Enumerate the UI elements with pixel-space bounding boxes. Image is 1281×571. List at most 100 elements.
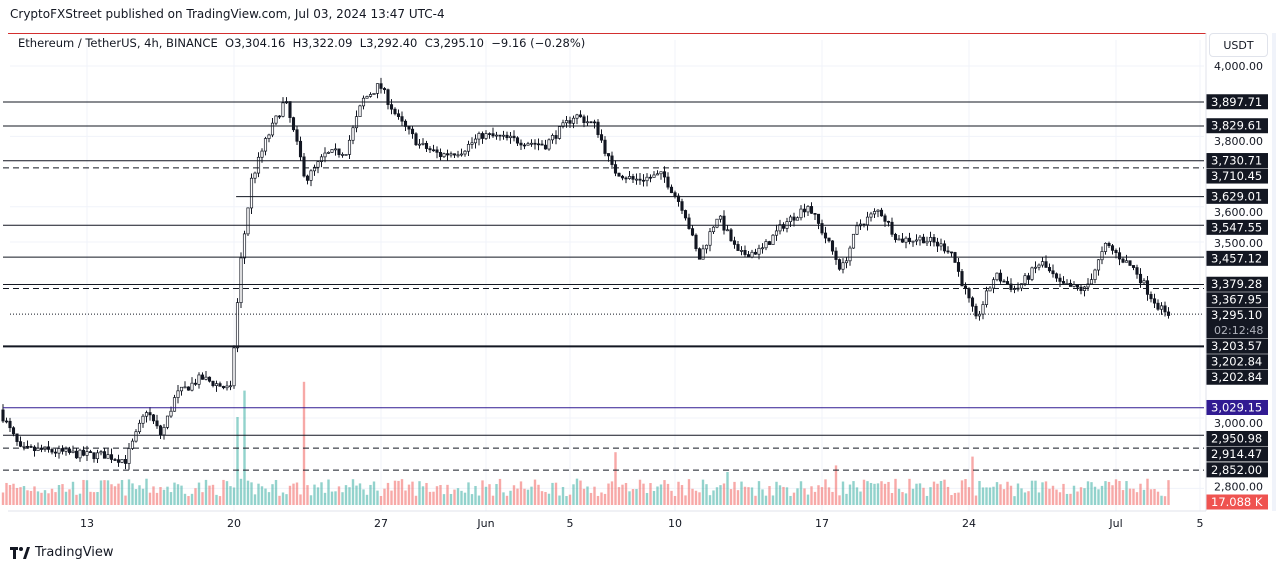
label-bg bbox=[1206, 338, 1268, 354]
candle-up bbox=[267, 134, 271, 139]
candle-up bbox=[473, 138, 478, 144]
candle-up bbox=[1037, 264, 1041, 268]
volume-bar bbox=[393, 480, 397, 505]
candle-down bbox=[886, 220, 891, 223]
level-price-label: 2,852.00 bbox=[1206, 462, 1268, 478]
candle-down bbox=[1128, 260, 1132, 266]
label-bg bbox=[1206, 118, 1268, 134]
volume-bar bbox=[936, 483, 939, 505]
candle-down bbox=[998, 272, 1003, 282]
candle-up bbox=[848, 247, 852, 262]
candle-up bbox=[925, 240, 929, 244]
volume-bar bbox=[876, 483, 880, 505]
candle-down bbox=[218, 383, 222, 387]
volume-bar bbox=[71, 481, 75, 505]
volume-bar bbox=[967, 487, 971, 505]
candle-up bbox=[718, 215, 723, 220]
candle-up bbox=[659, 171, 663, 175]
volume-bar bbox=[222, 479, 225, 505]
label-bg bbox=[1206, 292, 1268, 308]
candle-down bbox=[445, 153, 450, 156]
candle-down bbox=[298, 140, 303, 158]
candle-down bbox=[823, 232, 828, 239]
x-tick-label: 10 bbox=[668, 517, 682, 530]
candle-up bbox=[1030, 267, 1034, 280]
candle-up bbox=[323, 152, 327, 158]
volume-bar bbox=[873, 483, 876, 505]
volume-bar bbox=[232, 487, 236, 505]
candle-down bbox=[60, 448, 65, 452]
price-scale-scrollbar[interactable] bbox=[1272, 33, 1276, 511]
volume-bar bbox=[351, 479, 355, 505]
candle-up bbox=[904, 237, 908, 243]
tradingview-logo-icon bbox=[10, 546, 30, 559]
volume-bar bbox=[519, 481, 523, 505]
candle-up bbox=[260, 150, 264, 158]
volume-bar bbox=[12, 483, 15, 505]
volume-bar bbox=[628, 491, 631, 505]
volume-bar bbox=[148, 492, 152, 505]
volume-bar bbox=[292, 483, 295, 505]
candle-down bbox=[1152, 298, 1157, 304]
volume-bar bbox=[236, 417, 239, 505]
candle-down bbox=[680, 201, 684, 211]
candle-up bbox=[351, 127, 355, 141]
volume-bar bbox=[50, 488, 54, 505]
volume-bar bbox=[250, 482, 253, 505]
candle-up bbox=[64, 448, 68, 452]
currency-button[interactable]: USDT bbox=[1209, 33, 1268, 57]
candle-up bbox=[169, 410, 173, 417]
footer-brand[interactable]: TradingView bbox=[10, 545, 114, 560]
volume-bar bbox=[544, 491, 547, 505]
candle-down bbox=[662, 171, 667, 178]
candle-up bbox=[876, 209, 880, 212]
label-text: 2,914.47 bbox=[1211, 447, 1262, 461]
level-price-label: 3,629.01 bbox=[1206, 188, 1268, 204]
volume-bar bbox=[719, 485, 722, 505]
volume-bar bbox=[726, 472, 729, 505]
volume-bar bbox=[932, 481, 936, 505]
candle-down bbox=[424, 142, 429, 149]
volume-bar bbox=[1, 492, 5, 505]
candle-down bbox=[802, 208, 807, 213]
volume-bar bbox=[190, 493, 194, 505]
candle-up bbox=[897, 238, 901, 241]
volume-bar bbox=[743, 486, 747, 505]
x-tick-label: Jun bbox=[476, 517, 494, 530]
label-bg bbox=[1206, 430, 1268, 446]
level-price-label: 3,897.71 bbox=[1206, 94, 1268, 110]
volume-bar bbox=[1030, 480, 1034, 505]
candle-up bbox=[704, 244, 709, 250]
volume-bar bbox=[61, 484, 64, 505]
volume-bar bbox=[649, 483, 652, 505]
candle-up bbox=[120, 459, 124, 463]
candle-up bbox=[456, 154, 460, 157]
candle-down bbox=[148, 412, 152, 416]
candle-down bbox=[123, 459, 128, 464]
volume-bar bbox=[561, 486, 565, 505]
volume-bar bbox=[789, 495, 792, 505]
candle-down bbox=[624, 177, 628, 180]
candle-down bbox=[39, 447, 44, 450]
volume-bar bbox=[446, 484, 449, 505]
candle-up bbox=[508, 135, 513, 139]
volume-bar bbox=[754, 495, 757, 505]
volume-bar bbox=[159, 487, 162, 505]
volume-bar bbox=[810, 486, 813, 505]
candle-down bbox=[1131, 265, 1136, 268]
volume-bar bbox=[922, 487, 925, 505]
volume-bar bbox=[911, 488, 915, 505]
candle-down bbox=[1058, 277, 1062, 282]
candle-down bbox=[67, 448, 72, 453]
y-tick-label: 3,800.00 bbox=[1214, 135, 1263, 148]
candle-up bbox=[1040, 261, 1045, 266]
candle-up bbox=[228, 385, 233, 388]
candle-down bbox=[207, 376, 212, 382]
volume-bar bbox=[631, 489, 635, 505]
volume-bar bbox=[1111, 485, 1114, 505]
candle-up bbox=[190, 382, 194, 391]
volume-bar bbox=[498, 478, 502, 505]
volume-bar bbox=[1037, 492, 1041, 505]
candle-down bbox=[687, 217, 691, 229]
